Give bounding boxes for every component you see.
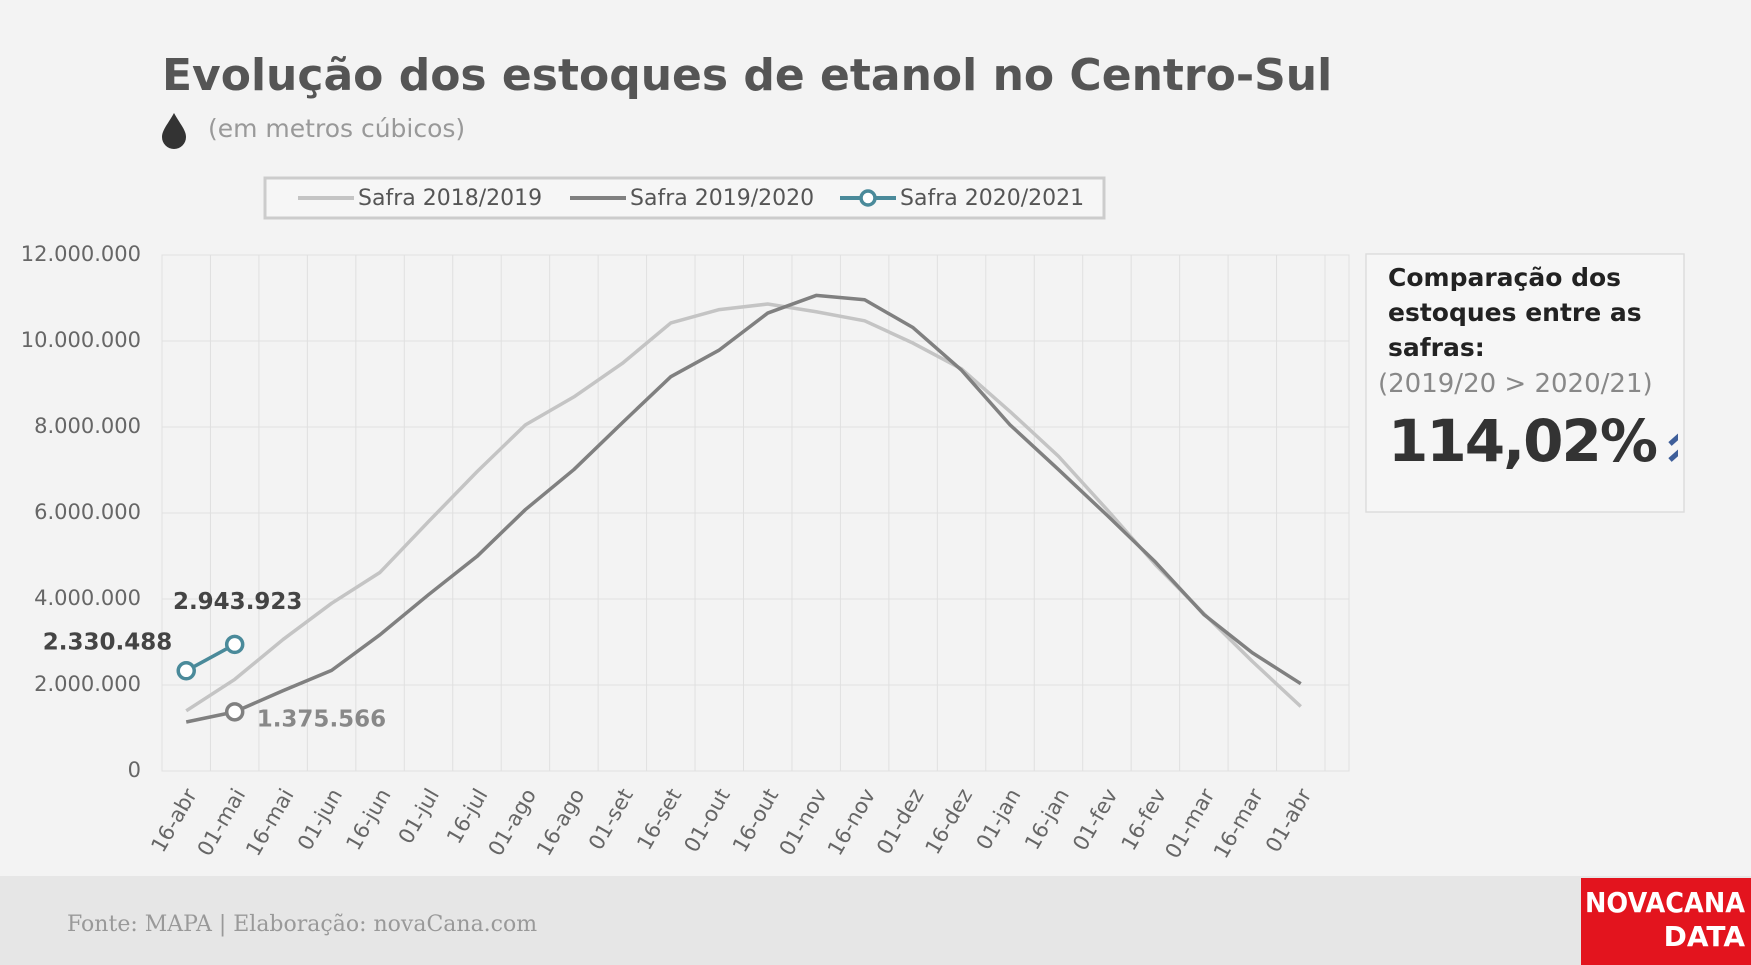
y-tick-label: 0: [128, 758, 141, 782]
y-tick-label: 10.000.000: [21, 328, 141, 352]
series-line: [185, 293, 1302, 724]
logo-line: NOVACANA: [1585, 886, 1745, 919]
y-tick-label: 8.000.000: [34, 414, 141, 438]
y-tick-label: 2.000.000: [34, 672, 141, 696]
point-marker: [224, 702, 245, 722]
legend-label: Safra 2018/2019: [358, 186, 542, 211]
panel-content: Comparação dos estoques entre as safras:…: [1378, 263, 1678, 475]
series-line: [185, 302, 1302, 713]
panel-note: (2019/20 > 2020/21): [1378, 369, 1653, 399]
chart-subtitle: (em metros cúbicos): [208, 114, 465, 143]
panel-heading: Comparação dos estoques entre as safras:: [1388, 263, 1642, 362]
logo-line: DATA: [1664, 920, 1746, 953]
drop-icon: [162, 113, 186, 149]
chart-title: Evolução dos estoques de etanol no Centr…: [162, 50, 1332, 101]
legend-box: [263, 176, 1106, 220]
legend-label: Safra 2020/2021: [900, 186, 1084, 211]
y-tick-label: 12.000.000: [21, 242, 141, 266]
y-tick-label: 6.000.000: [34, 500, 141, 524]
point-marker: [224, 634, 245, 655]
legend-marker: [859, 189, 877, 207]
up-icon: [1668, 433, 1678, 462]
panel-value: 114,02%: [1388, 407, 1658, 475]
data-label: 1.375.566: [257, 706, 387, 732]
y-tick-label: 4.000.000: [34, 586, 141, 610]
point-marker: [176, 661, 196, 681]
data-label: 2.330.488: [43, 629, 173, 655]
logo-box: [1581, 878, 1751, 965]
footer-source: Fonte: MAPA | Elaboração: novaCana.com: [67, 912, 537, 937]
footer-band: [0, 876, 1751, 965]
data-label: 2.943.923: [173, 589, 303, 615]
comparison-panel: [1365, 253, 1685, 513]
legend-label: Safra 2019/2020: [630, 186, 814, 211]
